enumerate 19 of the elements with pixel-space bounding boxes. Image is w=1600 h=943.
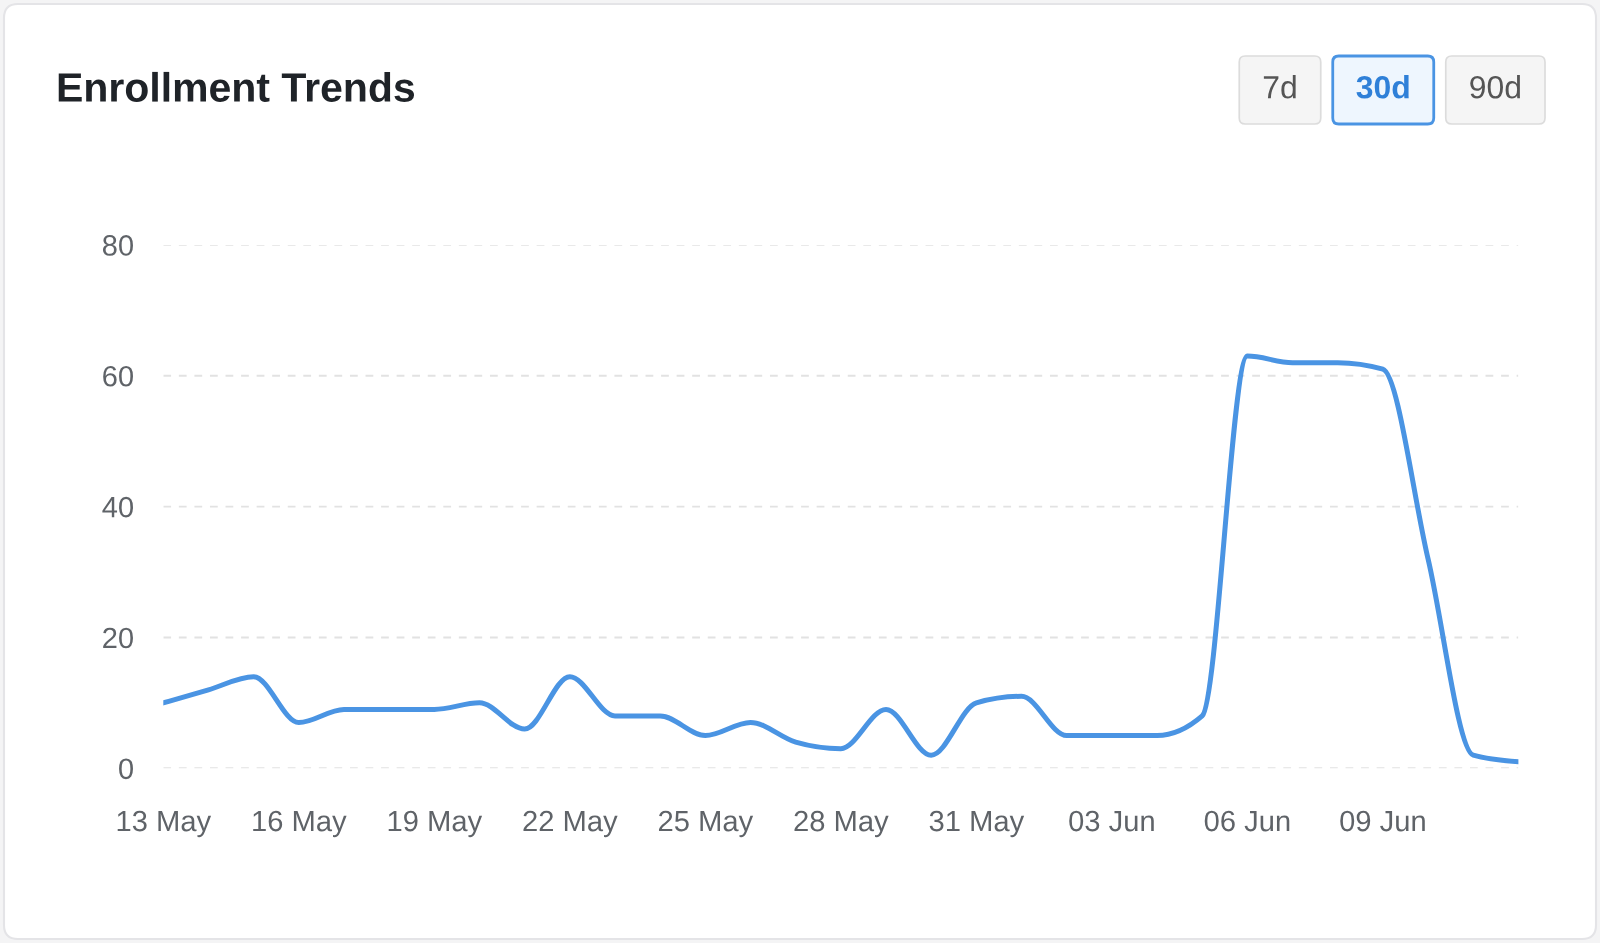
x-tick-label: 16 May — [253, 810, 347, 838]
x-tick-label: 25 May — [658, 810, 754, 838]
x-tick-label: 22 May — [523, 810, 618, 838]
y-tick-label: 80 — [102, 235, 133, 256]
x-tick-label: 19 May — [388, 810, 483, 838]
y-tick-label: 40 — [102, 496, 133, 518]
x-tick-label: 31 May — [929, 810, 1025, 838]
y-tick-label: 0 — [119, 758, 133, 780]
y-tick-label: 20 — [103, 627, 133, 649]
text: 7d — [1263, 75, 1296, 99]
x-tick-label: 09 Jun — [1340, 810, 1425, 832]
x-tick-label: 03 Jun — [1069, 810, 1154, 832]
text: 90d — [1470, 75, 1520, 99]
x-tick-label: 06 Jun — [1204, 810, 1290, 832]
x-tick-label: 28 May — [794, 810, 889, 838]
y-tick-label: 60 — [103, 365, 133, 387]
text: 30d — [1356, 75, 1409, 99]
chart-title: Enrollment Trends — [58, 71, 415, 102]
x-tick-label: 13 May — [117, 810, 212, 838]
